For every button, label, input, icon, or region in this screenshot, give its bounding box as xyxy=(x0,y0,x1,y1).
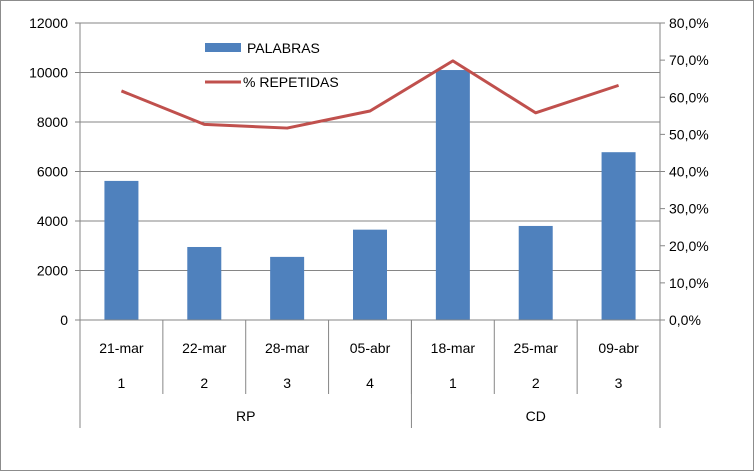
right-tick-label: 60,0% xyxy=(669,89,709,105)
bar-25-mar xyxy=(519,226,553,320)
right-tick-label: 20,0% xyxy=(669,238,709,254)
x-category-label: 25-mar xyxy=(514,340,559,356)
x-subcategory-label: 3 xyxy=(283,375,291,391)
x-subcategory-label: 2 xyxy=(200,375,208,391)
x-category-label: 05-abr xyxy=(350,340,391,356)
left-tick-label: 8000 xyxy=(37,114,68,130)
x-subcategory-label: 1 xyxy=(449,375,457,391)
right-tick-label: 30,0% xyxy=(669,201,709,217)
x-subcategory-label: 2 xyxy=(532,375,540,391)
right-tick-label: 40,0% xyxy=(669,164,709,180)
right-tick-label: 0,0% xyxy=(669,312,701,328)
bar-18-mar xyxy=(436,70,470,320)
left-tick-label: 6000 xyxy=(37,164,68,180)
legend-label-palabras: PALABRAS xyxy=(247,40,320,56)
bar-28-mar xyxy=(270,257,304,320)
legend-swatch-palabras xyxy=(205,43,241,52)
x-category-label: 21-mar xyxy=(99,340,144,356)
left-axis-tick-labels: 0 2000 4000 6000 8000 10000 12000 xyxy=(29,15,68,328)
left-tick-label: 10000 xyxy=(29,65,68,81)
right-tick-label: 10,0% xyxy=(669,275,709,291)
x-category-label: 09-abr xyxy=(598,340,639,356)
x-category-label: 18-mar xyxy=(431,340,476,356)
right-tick-label: 70,0% xyxy=(669,52,709,68)
x-group-label: CD xyxy=(526,408,546,424)
left-tick-label: 0 xyxy=(60,312,68,328)
bar-21-mar xyxy=(104,181,138,320)
legend: PALABRAS % REPETIDAS xyxy=(205,40,339,90)
left-tick-label: 4000 xyxy=(37,213,68,229)
bar-09-abr xyxy=(602,152,636,320)
right-axis-tick-labels: 0,0% 10,0% 20,0% 30,0% 40,0% 50,0% 60,0% 70,0% 8… xyxy=(669,15,709,328)
left-tick-label: 12000 xyxy=(29,15,68,31)
x-category-label: 28-mar xyxy=(265,340,310,356)
line-repetidas xyxy=(121,61,618,128)
x-subcategory-label: 4 xyxy=(366,375,374,391)
line-series xyxy=(121,61,618,128)
x-subcategory-label: 3 xyxy=(615,375,623,391)
right-tick-label: 80,0% xyxy=(669,15,709,31)
x-group-label: RP xyxy=(236,408,255,424)
x-subcategory-label: 1 xyxy=(118,375,126,391)
x-category-label: 22-mar xyxy=(182,340,227,356)
right-tick-label: 50,0% xyxy=(669,126,709,142)
bar-22-mar xyxy=(187,247,221,320)
x-axis-labels: 21-mar 1 22-mar 2 28-mar 3 05-abr 4 18-mar 1 25-ma… xyxy=(99,340,639,424)
left-tick-label: 2000 xyxy=(37,263,68,279)
bar-05-abr xyxy=(353,230,387,320)
legend-label-repetidas: % REPETIDAS xyxy=(243,74,339,90)
axes xyxy=(75,23,665,428)
